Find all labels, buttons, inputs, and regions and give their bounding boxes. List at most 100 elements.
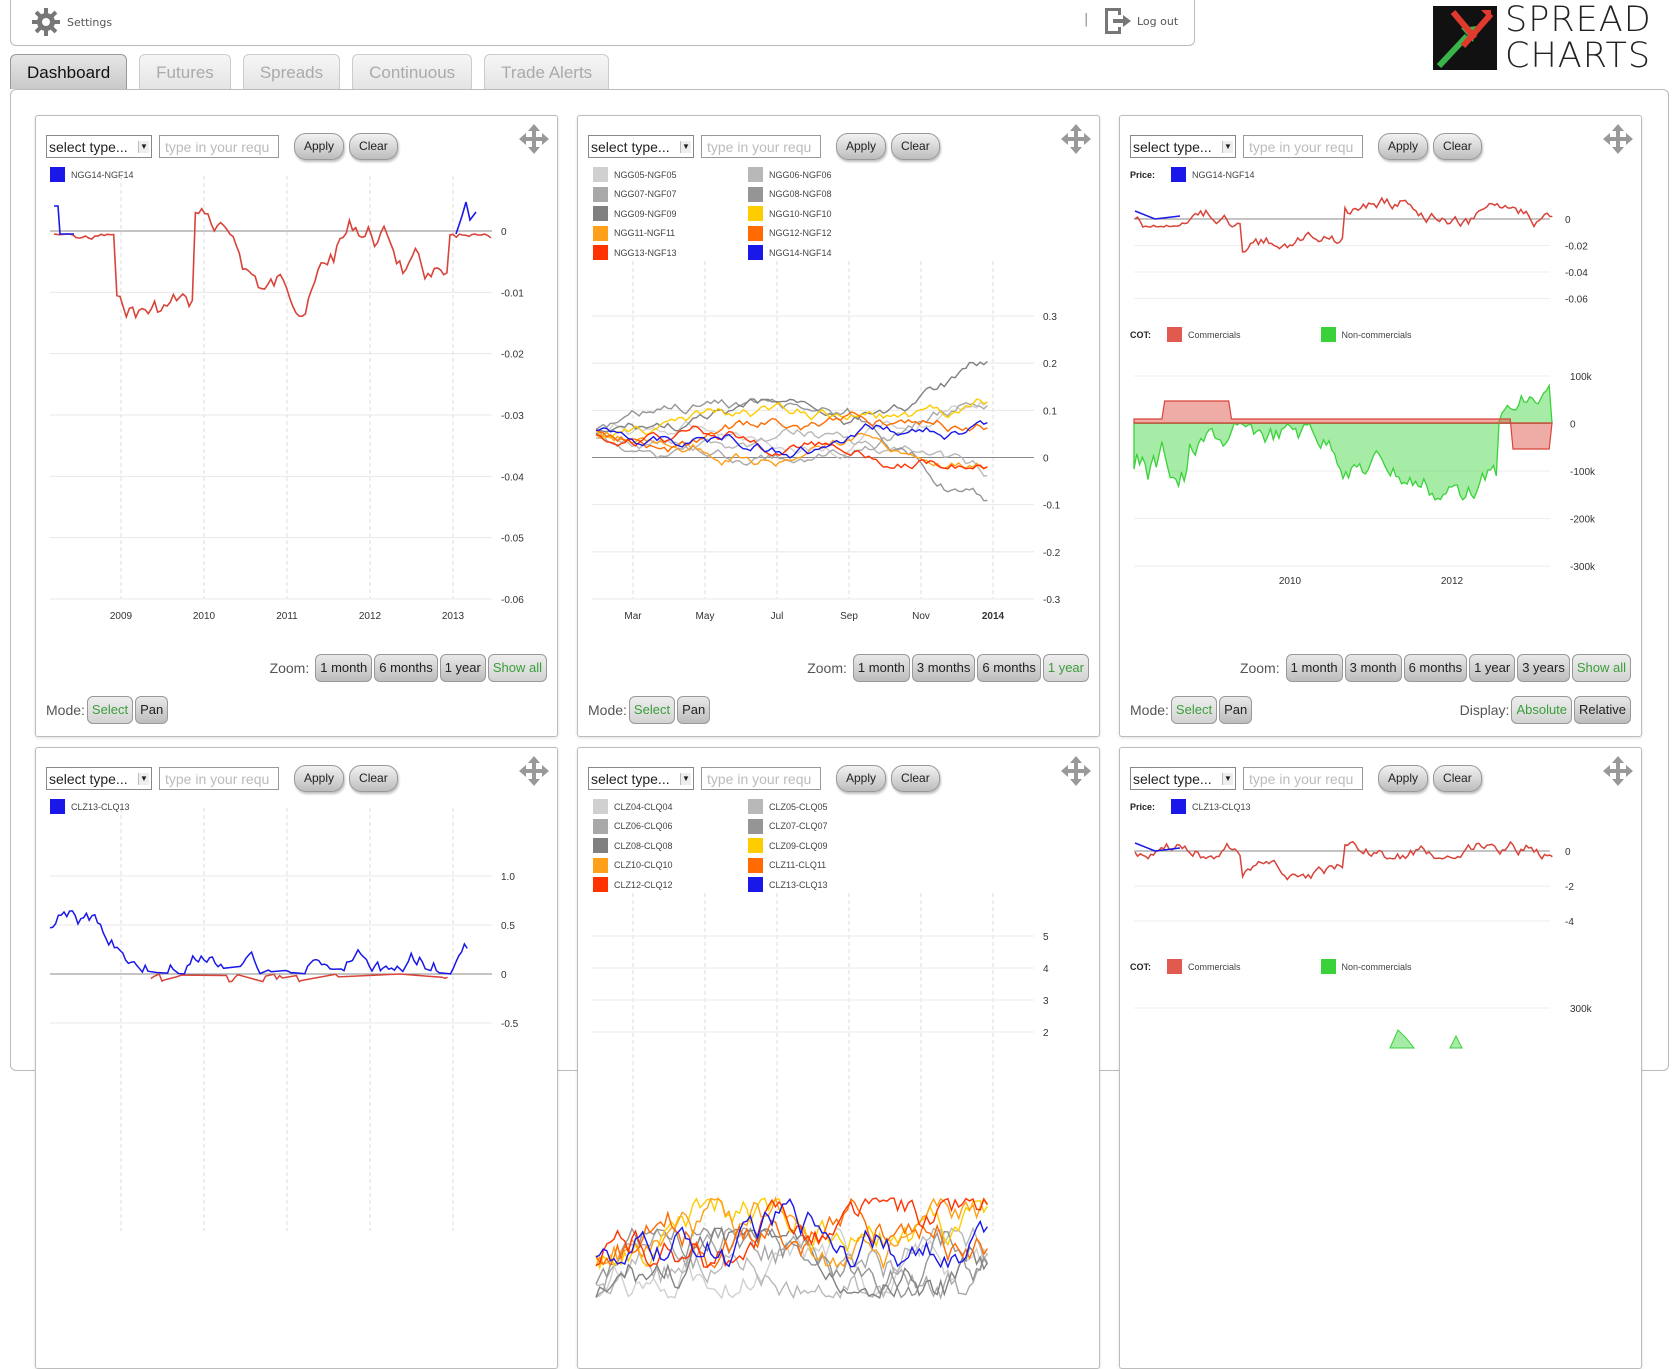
move-icon[interactable] xyxy=(518,755,550,787)
apply-button[interactable]: Apply xyxy=(1378,133,1429,160)
zoom-button[interactable]: 1 year xyxy=(1469,654,1516,682)
apply-button[interactable]: Apply xyxy=(836,765,887,792)
commercials-label[interactable]: Commercials xyxy=(1188,961,1241,972)
legend-item[interactable]: CLZ04-CLQ04 xyxy=(593,799,673,814)
select-type-label: select type... xyxy=(591,139,670,155)
legend-item[interactable]: Price: CLZ13-CLQ13 xyxy=(1130,799,1251,814)
commercials-label[interactable]: Commercials xyxy=(1188,329,1241,340)
legend-item[interactable]: CLZ06-CLQ06 xyxy=(593,818,673,834)
legend-item[interactable]: NGG05-NGF05 xyxy=(593,167,677,182)
apply-button[interactable]: Apply xyxy=(836,133,887,160)
legend-item[interactable]: CLZ05-CLQ05 xyxy=(748,799,828,814)
zoom-controls: Zoom: 1 month 3 months 6 months 1 year xyxy=(807,654,1089,682)
legend-item[interactable]: CLZ12-CLQ12 xyxy=(593,877,673,892)
noncommercials-label[interactable]: Non-commercials xyxy=(1341,329,1412,340)
zoom-button[interactable]: 1 month xyxy=(1285,654,1343,682)
zoom-button[interactable]: 3 months xyxy=(911,654,976,682)
zoom-button[interactable]: 6 months xyxy=(977,654,1041,682)
zoom-button[interactable]: Show all xyxy=(487,654,547,682)
chart-canvas[interactable]: 0 -0.02 -0.04 -0.06 100k 0 -100k -200k -300k 2010… xyxy=(1120,116,1641,736)
clear-button[interactable]: Clear xyxy=(891,133,940,160)
mode-select-button[interactable]: Select xyxy=(1170,696,1218,724)
select-type-dropdown[interactable]: select type... ▼ xyxy=(588,135,694,158)
legend-swatch xyxy=(748,186,763,202)
display-relative-button[interactable]: Relative xyxy=(1574,696,1631,724)
legend-item[interactable]: CLZ08-CLQ08 xyxy=(593,838,673,853)
legend-item[interactable]: NGG14-NGF14 xyxy=(748,245,832,260)
move-icon[interactable] xyxy=(1060,123,1092,155)
clear-button[interactable]: Clear xyxy=(349,765,398,792)
legend-item[interactable]: CLZ07-CLQ07 xyxy=(748,818,828,834)
select-type-label: select type... xyxy=(1133,139,1212,155)
zoom-button[interactable]: 6 months xyxy=(374,654,438,682)
display-absolute-button[interactable]: Absolute xyxy=(1511,696,1573,724)
mode-pan-button[interactable]: Pan xyxy=(1219,696,1253,724)
legend-item[interactable]: NGG07-NGF07 xyxy=(593,186,677,202)
y-tick-label: 1.0 xyxy=(501,872,515,883)
chart-canvas[interactable]: 0.3 0.2 0.1 0 -0.1 -0.2 -0.3 Mar May Jul Sep Nov 201… xyxy=(578,116,1099,736)
move-icon[interactable] xyxy=(1602,123,1634,155)
noncommercials-label[interactable]: Non-commercials xyxy=(1341,961,1412,972)
zoom-button[interactable]: 3 years xyxy=(1517,654,1570,682)
clear-button[interactable]: Clear xyxy=(349,133,398,160)
select-type-dropdown[interactable]: select type... ▼ xyxy=(588,767,694,790)
legend-item[interactable]: CLZ11-CLQ11 xyxy=(748,857,826,873)
clear-button[interactable]: Clear xyxy=(1433,765,1482,792)
legend-item[interactable]: NGG06-NGF06 xyxy=(748,167,832,182)
select-type-dropdown[interactable]: select type... ▼ xyxy=(1130,135,1236,158)
zoom-button[interactable]: 1 month xyxy=(315,654,373,682)
legend-item[interactable]: CLZ10-CLQ10 xyxy=(593,857,673,873)
tab-dashboard[interactable]: Dashboard xyxy=(10,54,128,89)
legend-item[interactable]: CLZ13-CLQ13 xyxy=(50,799,130,814)
logout-link[interactable]: Log out xyxy=(1101,5,1178,37)
mode-select-button[interactable]: Select xyxy=(86,696,134,724)
select-type-dropdown[interactable]: select type... ▼ xyxy=(1130,767,1236,790)
zoom-button[interactable]: 1 month xyxy=(852,654,910,682)
settings-link[interactable]: Settings xyxy=(31,7,112,37)
legend-item[interactable]: NGG12-NGF12 xyxy=(748,225,832,241)
legend-item[interactable]: CLZ13-CLQ13 xyxy=(748,877,828,892)
tab-trade-alerts[interactable]: Trade Alerts xyxy=(484,54,610,89)
legend-label: CLZ13-CLQ13 xyxy=(71,801,130,812)
zoom-button[interactable]: 6 months xyxy=(1403,654,1468,682)
move-icon[interactable] xyxy=(518,123,550,155)
request-input[interactable]: type in your requ xyxy=(1243,767,1363,790)
zoom-button[interactable]: 1 year xyxy=(439,654,486,682)
move-icon[interactable] xyxy=(1060,755,1092,787)
chart-canvas[interactable]: 1.0 0.5 0 -0.5 xyxy=(36,748,557,1368)
mode-select-button[interactable]: Select xyxy=(628,696,676,724)
zoom-button[interactable]: Show all xyxy=(1571,654,1631,682)
select-type-dropdown[interactable]: select type... ▼ xyxy=(46,767,152,790)
legend-item[interactable]: Price: NGG14-NGF14 xyxy=(1130,167,1255,182)
legend-item[interactable]: NGG10-NGF10 xyxy=(748,206,832,221)
clear-button[interactable]: Clear xyxy=(891,765,940,792)
legend-item[interactable]: NGG11-NGF11 xyxy=(593,225,675,241)
clear-button[interactable]: Clear xyxy=(1433,133,1482,160)
tab-spreads[interactable]: Spreads xyxy=(242,54,341,89)
legend-swatch xyxy=(748,167,763,182)
request-input[interactable]: type in your requ xyxy=(701,135,821,158)
legend-item[interactable]: NGG09-NGF09 xyxy=(593,206,677,221)
legend-item[interactable]: NGG13-NGF13 xyxy=(593,245,677,260)
apply-button[interactable]: Apply xyxy=(1378,765,1429,792)
select-type-label: select type... xyxy=(1133,771,1212,787)
select-type-dropdown[interactable]: select type... ▼ xyxy=(46,135,152,158)
legend-item[interactable]: CLZ09-CLQ09 xyxy=(748,838,828,853)
mode-pan-button[interactable]: Pan xyxy=(135,696,169,724)
chart-canvas[interactable]: 0 -2 -4 300k xyxy=(1120,748,1641,1368)
request-input[interactable]: type in your requ xyxy=(701,767,821,790)
tab-futures[interactable]: Futures xyxy=(139,54,231,89)
legend-item[interactable]: NGG14-NGF14 xyxy=(50,167,134,182)
request-input[interactable]: type in your requ xyxy=(1243,135,1363,158)
request-input[interactable]: type in your requ xyxy=(159,767,279,790)
move-icon[interactable] xyxy=(1602,755,1634,787)
zoom-button[interactable]: 1 year xyxy=(1042,654,1089,682)
apply-button[interactable]: Apply xyxy=(294,133,345,160)
tab-continuous[interactable]: Continuous xyxy=(352,54,473,89)
legend-item[interactable]: NGG08-NGF08 xyxy=(748,186,832,202)
zoom-button[interactable]: 3 month xyxy=(1344,654,1402,682)
apply-button[interactable]: Apply xyxy=(294,765,345,792)
chart-canvas[interactable]: 0 -0.01 -0.02 -0.03 -0.04 -0.05 -0.06 2009 2010 2… xyxy=(36,116,557,736)
request-input[interactable]: type in your requ xyxy=(159,135,279,158)
mode-pan-button[interactable]: Pan xyxy=(677,696,711,724)
